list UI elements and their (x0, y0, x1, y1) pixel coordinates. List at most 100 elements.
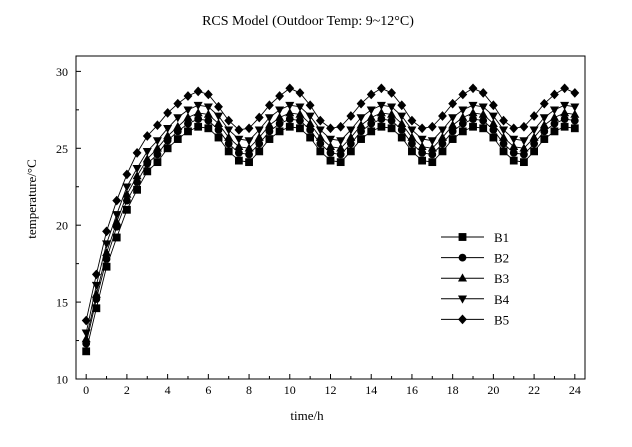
data-point-b4 (560, 101, 570, 111)
data-point-b1 (408, 147, 416, 156)
data-point-b3 (132, 171, 142, 180)
data-point-b3 (397, 118, 407, 127)
data-point-b5 (550, 89, 559, 100)
data-point-b3 (458, 112, 468, 121)
data-point-b2 (479, 116, 488, 125)
data-point-b5 (132, 148, 142, 158)
data-point-b4 (376, 101, 386, 111)
data-point-b2 (377, 115, 386, 123)
data-point-b2 (336, 150, 345, 159)
data-point-b2 (194, 115, 203, 123)
data-point-b2 (204, 116, 213, 125)
data-point-b5 (234, 124, 244, 135)
data-point-b5 (214, 101, 223, 112)
data-point-b2 (458, 119, 467, 128)
data-point-b4 (315, 126, 325, 135)
data-point-b3 (214, 118, 224, 127)
data-point-b4 (448, 114, 458, 123)
data-point-b5 (81, 315, 91, 326)
legend-marker (457, 273, 468, 282)
legend-label: B2 (494, 251, 509, 266)
data-point-b3 (417, 141, 427, 151)
y-tick-label: 30 (56, 65, 68, 79)
data-point-b3 (203, 109, 213, 118)
data-point-b5 (499, 115, 508, 126)
data-point-b4 (122, 183, 132, 192)
data-point-b1 (387, 124, 396, 133)
data-point-b3 (488, 118, 498, 127)
data-point-b4 (468, 101, 478, 111)
data-point-b3 (346, 132, 356, 141)
data-point-b1 (479, 124, 488, 133)
data-point-b1 (550, 127, 559, 136)
data-point-b3 (499, 132, 509, 141)
data-point-b4 (458, 106, 468, 115)
series-b2 (82, 115, 579, 348)
y-axis-label: temperature/°C (24, 159, 39, 239)
data-point-b1 (499, 147, 508, 156)
series-b3 (81, 108, 580, 343)
data-point-b1 (143, 167, 152, 176)
data-point-b1 (367, 127, 376, 136)
data-point-b2 (296, 116, 304, 125)
data-point-b4 (549, 106, 559, 115)
data-point-b5 (336, 121, 346, 132)
data-point-b5 (478, 88, 488, 98)
data-point-b3 (142, 154, 152, 163)
legend-label: B5 (494, 312, 509, 327)
data-point-b5 (356, 98, 366, 109)
y-tick-label: 15 (56, 296, 68, 310)
data-point-b1 (520, 158, 528, 167)
data-point-b5 (112, 195, 122, 206)
data-point-b4 (397, 112, 407, 121)
data-point-b3 (366, 112, 376, 121)
series-b4 (81, 101, 580, 338)
data-point-b1 (306, 133, 315, 142)
legend-marker (458, 253, 467, 262)
series-layer (81, 83, 580, 356)
x-tick-label: 14 (365, 383, 377, 397)
data-point-b2 (367, 119, 376, 128)
y-tick-label: 20 (56, 219, 68, 233)
data-point-b4 (305, 112, 315, 121)
data-point-b1 (336, 158, 345, 167)
data-point-b3 (376, 108, 386, 117)
x-axis-label: time/h (290, 408, 324, 423)
data-point-b1 (326, 156, 335, 165)
data-point-b3 (163, 131, 173, 140)
data-point-b5 (509, 123, 519, 134)
data-point-b5 (142, 131, 152, 141)
data-point-b1 (224, 147, 233, 156)
legend-item-b4: B4 (441, 292, 510, 307)
data-point-b5 (560, 83, 570, 94)
data-point-b4 (356, 114, 366, 123)
data-point-b2 (438, 139, 447, 148)
data-point-b4 (214, 112, 224, 121)
legend: B1 B2 B3 B4 B5 (441, 230, 510, 327)
x-axis: 0 2 4 6 8 10 12 14 16 18 20 22 24 (83, 374, 581, 397)
data-point-b4 (152, 137, 162, 146)
data-point-b2 (184, 119, 192, 128)
data-point-b1 (204, 124, 213, 133)
data-point-b3 (254, 132, 264, 141)
data-point-b1 (255, 147, 264, 156)
data-point-b1 (448, 135, 457, 143)
x-tick-label: 10 (284, 383, 296, 397)
x-tick-label: 18 (447, 383, 459, 397)
data-point-b3 (519, 143, 529, 152)
data-point-b5 (326, 123, 335, 134)
data-point-b3 (244, 143, 254, 152)
plot-area-frame (75, 55, 586, 380)
data-point-b1 (469, 122, 477, 131)
data-point-b3 (336, 143, 346, 152)
data-point-b5 (275, 91, 285, 101)
data-point-b2 (245, 150, 253, 159)
data-point-b3 (478, 109, 488, 118)
x-tick-label: 0 (83, 383, 89, 397)
data-point-b5 (448, 98, 458, 109)
data-point-b3 (529, 132, 539, 141)
data-point-b1 (458, 127, 467, 136)
data-point-b5 (539, 98, 549, 109)
data-point-b4 (285, 101, 295, 111)
data-point-b3 (315, 132, 325, 141)
